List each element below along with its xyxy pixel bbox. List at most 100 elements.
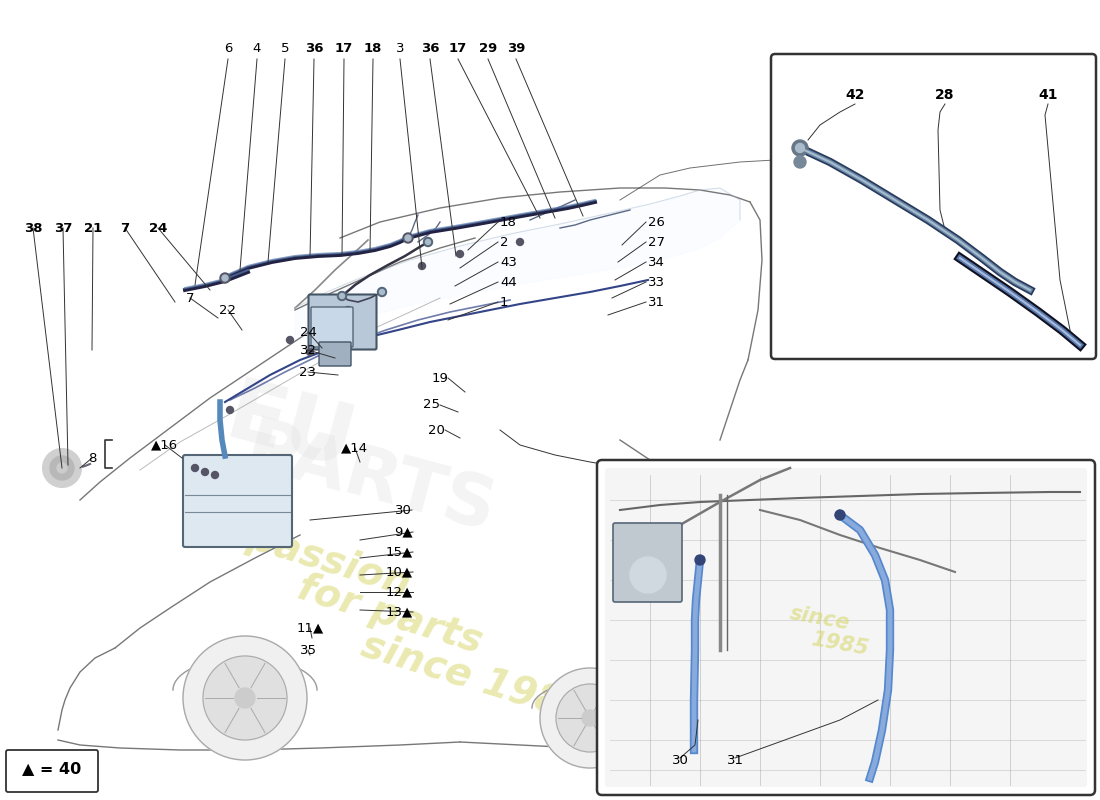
Text: 11▲: 11▲ (296, 622, 323, 634)
Text: 8: 8 (88, 451, 96, 465)
Circle shape (424, 238, 432, 246)
FancyBboxPatch shape (319, 342, 351, 366)
Text: 38: 38 (24, 222, 42, 234)
Text: 31: 31 (648, 295, 666, 309)
Text: 27: 27 (648, 235, 666, 249)
Circle shape (50, 456, 74, 480)
FancyBboxPatch shape (597, 460, 1094, 795)
Text: 7: 7 (120, 222, 130, 234)
Text: 7: 7 (186, 291, 195, 305)
Text: 9▲: 9▲ (395, 526, 412, 538)
Text: 17: 17 (449, 42, 468, 55)
Text: 37: 37 (54, 222, 73, 234)
Text: 35: 35 (299, 643, 317, 657)
Text: 20: 20 (428, 423, 446, 437)
Text: 25: 25 (424, 398, 440, 411)
Text: ▲16: ▲16 (152, 438, 178, 451)
Text: 39: 39 (507, 42, 525, 55)
Text: EU: EU (217, 374, 363, 486)
Circle shape (183, 636, 307, 760)
Circle shape (795, 143, 804, 153)
Circle shape (582, 710, 598, 726)
Circle shape (556, 684, 624, 752)
Circle shape (418, 262, 426, 270)
Circle shape (405, 234, 411, 242)
Circle shape (235, 688, 255, 708)
Circle shape (222, 275, 228, 281)
Circle shape (695, 555, 705, 565)
Circle shape (835, 510, 845, 520)
Text: a passion: a passion (205, 506, 415, 603)
Text: since: since (789, 604, 851, 634)
Circle shape (794, 156, 806, 168)
FancyBboxPatch shape (613, 523, 682, 602)
Circle shape (201, 469, 209, 475)
Circle shape (344, 306, 352, 314)
Circle shape (220, 273, 230, 283)
Circle shape (426, 239, 430, 245)
Text: 24: 24 (148, 222, 167, 234)
Text: 24: 24 (299, 326, 317, 338)
Text: 28: 28 (935, 88, 955, 102)
Circle shape (405, 235, 411, 241)
FancyBboxPatch shape (308, 294, 376, 350)
FancyBboxPatch shape (605, 468, 1087, 787)
Text: 10▲: 10▲ (386, 566, 412, 578)
Text: 1985: 1985 (810, 630, 870, 659)
Circle shape (630, 557, 666, 593)
Text: 3: 3 (396, 42, 405, 55)
Text: 36: 36 (305, 42, 323, 55)
FancyBboxPatch shape (311, 307, 353, 347)
Text: 43: 43 (500, 255, 517, 269)
Circle shape (377, 287, 386, 297)
Circle shape (456, 250, 463, 258)
Text: 5: 5 (280, 42, 289, 55)
Circle shape (338, 291, 346, 301)
Text: since 1985: since 1985 (358, 626, 593, 730)
Text: 41: 41 (1038, 88, 1058, 102)
FancyBboxPatch shape (6, 750, 98, 792)
Circle shape (379, 290, 385, 294)
Circle shape (227, 406, 233, 414)
Text: 32: 32 (299, 343, 317, 357)
Text: 44: 44 (500, 275, 517, 289)
Text: 18: 18 (500, 215, 517, 229)
Polygon shape (295, 188, 740, 342)
Text: 42: 42 (845, 88, 865, 102)
Circle shape (517, 238, 524, 246)
Text: 12▲: 12▲ (386, 586, 412, 598)
Text: 13▲: 13▲ (386, 606, 412, 618)
Text: 2: 2 (500, 235, 508, 249)
Text: PARTS: PARTS (238, 414, 503, 546)
Text: for parts: for parts (293, 569, 487, 661)
Text: ▲14: ▲14 (341, 442, 368, 454)
Circle shape (792, 140, 808, 156)
Circle shape (403, 233, 412, 243)
Circle shape (339, 293, 345, 299)
Text: 4: 4 (253, 42, 261, 55)
Circle shape (57, 463, 67, 473)
Text: 22: 22 (220, 303, 236, 317)
Text: 30: 30 (395, 503, 412, 517)
Text: 29: 29 (478, 42, 497, 55)
Circle shape (540, 668, 640, 768)
Text: ▲ = 40: ▲ = 40 (22, 762, 81, 777)
Circle shape (204, 656, 287, 740)
Text: 23: 23 (299, 366, 317, 378)
Text: 26: 26 (648, 215, 664, 229)
Text: 17: 17 (334, 42, 353, 55)
Text: 30: 30 (672, 754, 689, 766)
Text: 15▲: 15▲ (386, 546, 412, 558)
FancyBboxPatch shape (771, 54, 1096, 359)
FancyBboxPatch shape (183, 455, 292, 547)
Circle shape (43, 449, 81, 487)
Text: 34: 34 (648, 255, 664, 269)
Text: 36: 36 (420, 42, 439, 55)
Circle shape (221, 274, 229, 282)
Circle shape (340, 294, 344, 298)
Text: 1: 1 (500, 295, 508, 309)
Text: 33: 33 (648, 275, 666, 289)
Circle shape (286, 337, 294, 343)
Circle shape (191, 465, 198, 471)
Circle shape (211, 471, 219, 478)
